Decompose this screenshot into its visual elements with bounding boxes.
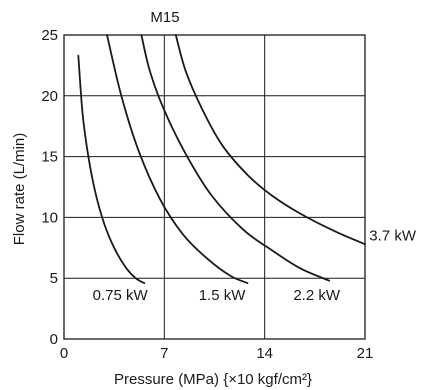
y-tick-label: 10 xyxy=(41,209,58,226)
grid-lines xyxy=(64,35,365,339)
series-label-1-5-kw: 1.5 kW xyxy=(199,287,247,304)
series-label-0-75-kw: 0.75 kW xyxy=(93,287,149,304)
y-axis-label: Flow rate (L/min) xyxy=(11,133,28,246)
x-tick-label: 7 xyxy=(160,345,168,362)
chart-title: M15 xyxy=(150,9,179,26)
plot-frame xyxy=(63,34,366,340)
y-tick-label: 5 xyxy=(50,270,58,287)
series-curves xyxy=(77,34,366,284)
y-tick-label: 20 xyxy=(41,88,58,105)
y-tick-label: 25 xyxy=(41,27,58,44)
series-curve-1-5-kw xyxy=(106,34,249,284)
tick-labels: 0 5 10 15 20 25 0 7 14 21 xyxy=(41,27,373,362)
y-tick-label: 0 xyxy=(50,331,58,348)
x-tick-label: 14 xyxy=(256,345,273,362)
y-tick-label: 15 xyxy=(41,149,58,166)
series-labels: 0.75 kW 1.5 kW 2.2 kW 3.7 kW xyxy=(93,228,417,305)
series-curve-3-7-kw xyxy=(174,34,366,246)
series-curve-2-2-kw xyxy=(140,34,331,282)
x-tick-label: 21 xyxy=(357,345,374,362)
series-label-3-7-kw: 3.7 kW xyxy=(369,228,417,245)
series-label-2-2-kw: 2.2 kW xyxy=(293,287,341,304)
x-tick-label: 0 xyxy=(60,345,68,362)
series-curve-0-75-kw xyxy=(77,54,146,284)
x-axis-label: Pressure (MPa) {×10 kgf/cm²} xyxy=(114,371,312,388)
